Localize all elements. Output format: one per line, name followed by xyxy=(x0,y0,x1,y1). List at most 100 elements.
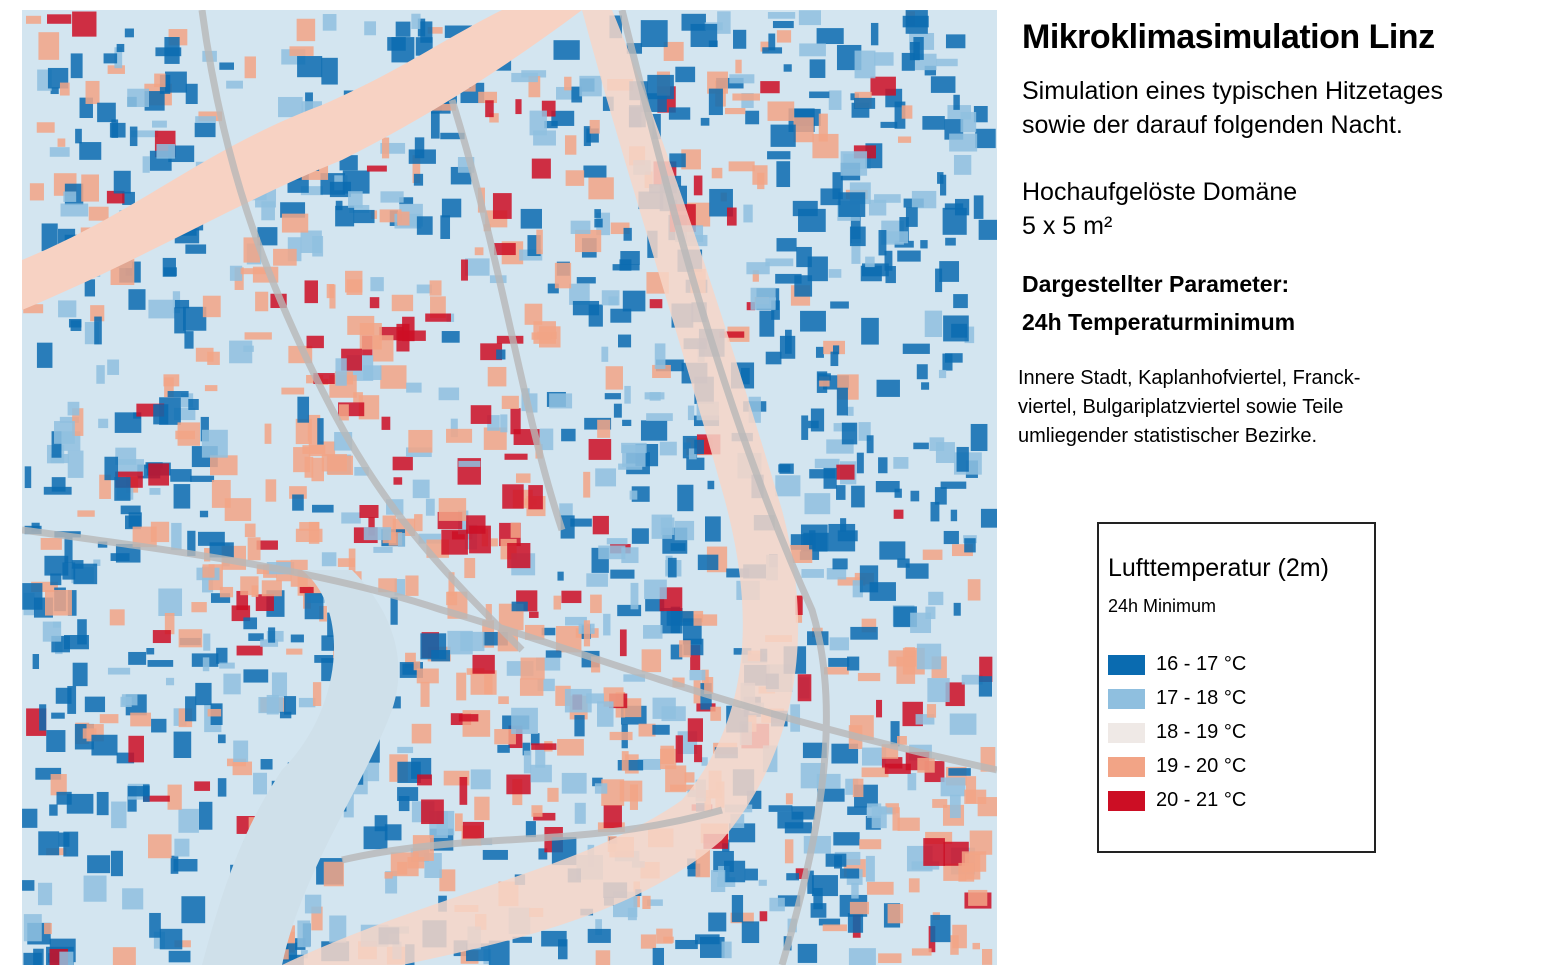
map-block xyxy=(174,307,186,334)
map-block xyxy=(58,832,70,847)
map-block xyxy=(887,904,904,924)
map-block xyxy=(384,871,393,879)
map-block xyxy=(689,670,706,681)
map-block xyxy=(617,604,642,617)
map-block xyxy=(195,116,216,123)
map-block xyxy=(820,188,841,206)
map-block xyxy=(44,589,72,616)
map-block xyxy=(158,588,183,616)
map-block xyxy=(132,526,157,548)
map-block xyxy=(397,746,414,754)
map-block xyxy=(744,868,758,881)
map-block xyxy=(859,839,882,850)
map-block xyxy=(897,250,921,262)
map-block xyxy=(943,530,959,545)
map-block xyxy=(417,774,432,786)
map-block xyxy=(767,12,796,19)
map-block xyxy=(59,416,79,423)
map-block xyxy=(114,477,131,501)
map-block xyxy=(255,291,269,312)
map-block xyxy=(470,405,492,424)
map-block xyxy=(56,791,72,805)
map-block xyxy=(97,541,108,548)
map-block xyxy=(438,387,460,401)
map-block xyxy=(594,209,601,218)
map-block xyxy=(260,759,273,770)
map-block xyxy=(464,557,476,579)
map-block xyxy=(767,151,791,160)
map-block xyxy=(233,740,249,763)
map-block xyxy=(395,21,411,37)
map-block xyxy=(349,204,370,213)
map-block xyxy=(861,317,879,345)
map-block xyxy=(60,203,89,217)
map-block xyxy=(297,396,310,423)
map-block xyxy=(171,522,182,551)
map-block xyxy=(43,486,72,495)
map-block xyxy=(627,907,637,921)
map-block xyxy=(760,41,769,52)
map-block xyxy=(321,454,347,472)
map-block xyxy=(194,781,211,791)
map-block xyxy=(956,446,969,472)
map-block xyxy=(641,649,662,673)
map-block xyxy=(146,648,155,655)
map-block xyxy=(96,365,105,384)
map-block xyxy=(304,593,324,620)
map-block xyxy=(185,696,197,722)
map-block xyxy=(510,522,521,538)
map-block xyxy=(836,387,848,416)
map-block xyxy=(809,530,816,550)
map-block xyxy=(595,919,602,935)
map-block xyxy=(127,786,150,797)
map-block xyxy=(450,418,458,438)
map-block xyxy=(851,239,861,264)
map-block xyxy=(37,882,53,906)
map-block xyxy=(458,714,479,722)
map-block xyxy=(460,631,485,652)
map-block xyxy=(329,284,336,309)
map-block xyxy=(211,479,231,508)
map-block xyxy=(185,83,198,105)
map-block xyxy=(67,686,77,714)
map-block xyxy=(851,882,859,899)
map-block xyxy=(44,923,52,935)
map-block xyxy=(833,832,860,846)
map-block xyxy=(930,914,951,943)
map-block xyxy=(487,366,507,387)
legend-label: 20 - 21 °C xyxy=(1156,789,1247,811)
map-block xyxy=(25,15,42,24)
map-block xyxy=(654,343,666,369)
map-block xyxy=(606,538,628,545)
map-block xyxy=(779,335,796,359)
map-block xyxy=(922,549,943,560)
map-block xyxy=(767,101,795,121)
area-line: viertel, Bulgariplatzviertel sowie Teile xyxy=(1018,396,1344,418)
map-block xyxy=(494,729,516,745)
map-block xyxy=(175,430,195,440)
map-block xyxy=(784,839,794,864)
map-block xyxy=(343,791,354,818)
map-block xyxy=(765,258,794,267)
map-block xyxy=(46,730,66,753)
map-block xyxy=(290,634,304,643)
map-block xyxy=(881,757,903,769)
map-block xyxy=(940,481,967,489)
legend-label: 17 - 18 °C xyxy=(1156,687,1247,709)
map-block xyxy=(446,591,458,606)
map-block xyxy=(531,158,551,179)
map-block xyxy=(156,144,175,159)
map-block xyxy=(459,776,468,805)
map-block xyxy=(847,806,867,815)
map-block xyxy=(905,207,918,227)
map-block xyxy=(278,96,303,118)
map-block xyxy=(866,881,894,895)
map-block xyxy=(304,280,318,304)
map-block xyxy=(594,218,603,228)
map-block xyxy=(665,765,687,793)
map-block xyxy=(969,830,993,855)
map-block xyxy=(617,759,644,771)
map-block xyxy=(469,525,491,554)
map-block xyxy=(846,406,854,416)
map-block xyxy=(778,464,791,473)
